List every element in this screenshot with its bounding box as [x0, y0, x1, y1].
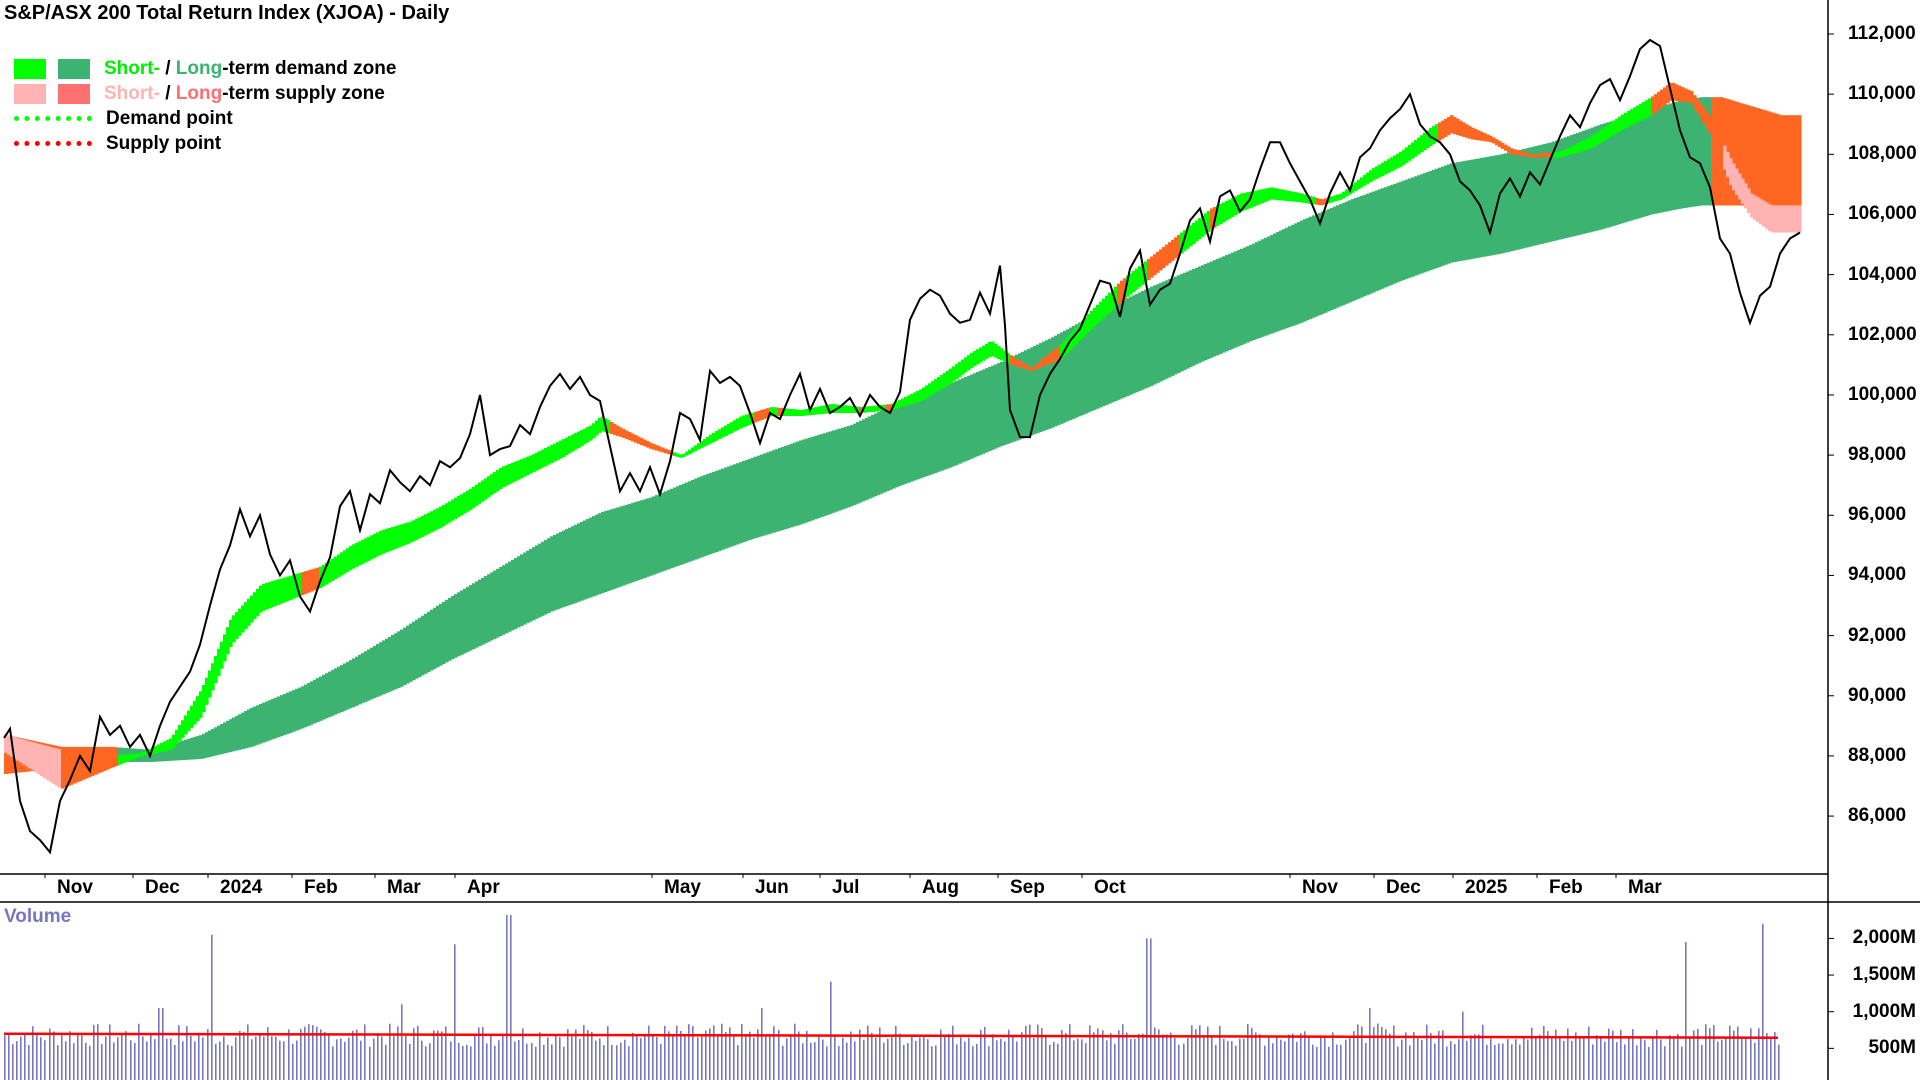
- legend-supply-zone: Short- / Long-term supply zone: [14, 81, 396, 106]
- y-tick-label: 86,000: [1848, 805, 1907, 827]
- price-line-layer: [3, 38, 1801, 855]
- volume-tick-label: 1,000M: [1852, 1000, 1916, 1022]
- volume-panel-label: Volume: [4, 906, 72, 927]
- short-demand-swatch: [14, 58, 46, 79]
- y-tick-label: 112,000: [1848, 23, 1916, 44]
- x-tick-label: May: [664, 877, 701, 898]
- chart-title: S&P/ASX 200 Total Return Index (XJOA) - …: [4, 2, 450, 24]
- x-tick-label: 2025: [1465, 877, 1508, 898]
- x-tick-label: 2024: [220, 877, 263, 898]
- legend-demand-point: Demand point: [14, 106, 396, 131]
- y-tick-label: 100,000: [1848, 383, 1917, 405]
- y-tick-label: 108,000: [1848, 143, 1917, 165]
- demand-point-label: Demand point: [106, 107, 233, 129]
- legend-supply-point: Supply point: [14, 131, 396, 156]
- y-tick-label: 110,000: [1848, 83, 1916, 105]
- supply-point-label: Supply point: [106, 132, 222, 154]
- y-tick-label: 94,000: [1848, 564, 1907, 586]
- x-tick-label: Dec: [145, 877, 180, 898]
- x-tick-label: Oct: [1094, 877, 1126, 898]
- demand-point-line-icon: [14, 116, 92, 121]
- x-tick-label: Apr: [467, 877, 500, 898]
- volume-tick-label: 500M: [1868, 1037, 1916, 1059]
- x-tick-label: Nov: [57, 877, 93, 898]
- supply-point-line-icon: [14, 141, 92, 146]
- long-demand-swatch: [58, 58, 90, 79]
- y-tick-label: 106,000: [1848, 203, 1917, 225]
- legend-demand-zone-label: Short- / Long-term demand zone: [104, 57, 397, 79]
- y-tick-label: 96,000: [1848, 504, 1907, 526]
- legend: Short- / Long-term demand zone Short- / …: [14, 56, 396, 156]
- legend-supply-zone-label: Short- / Long-term supply zone: [104, 82, 385, 104]
- y-tick-label: 98,000: [1848, 444, 1907, 466]
- x-tick-label: Nov: [1302, 877, 1338, 898]
- x-tick-label: Dec: [1386, 877, 1421, 898]
- zones-layer: [4, 82, 1802, 789]
- x-tick-label: Feb: [1549, 877, 1583, 898]
- x-tick-label: Aug: [922, 877, 959, 898]
- y-tick-label: 102,000: [1848, 323, 1917, 345]
- y-tick-label: 104,000: [1848, 263, 1917, 285]
- x-tick-label: Sep: [1010, 877, 1045, 898]
- x-tick-label: Mar: [1628, 877, 1662, 898]
- volume-layer: [3, 914, 1780, 1080]
- legend-demand-zone: Short- / Long-term demand zone: [14, 56, 396, 81]
- x-tick-label: Jun: [755, 877, 789, 898]
- x-tick-label: Mar: [387, 877, 421, 898]
- volume-tick-label: 2,000M: [1852, 927, 1916, 949]
- y-tick-label: 88,000: [1848, 744, 1907, 766]
- volume-tick-label: 1,500M: [1852, 964, 1916, 986]
- long-supply-swatch: [58, 83, 90, 104]
- short-supply-swatch: [14, 83, 46, 104]
- y-tick-label: 92,000: [1848, 624, 1907, 646]
- x-tick-label: Jul: [832, 877, 860, 898]
- y-tick-label: 90,000: [1848, 684, 1907, 706]
- x-tick-label: Feb: [304, 877, 338, 898]
